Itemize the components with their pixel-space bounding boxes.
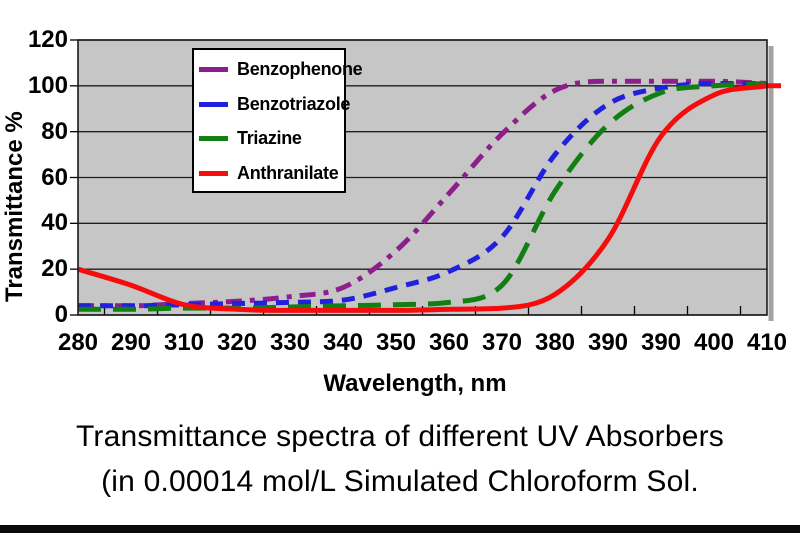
x-tick-label-4: 330	[269, 329, 311, 356]
y-tick-label-40: 40	[41, 209, 68, 237]
caption-line-2: (in 0.00014 mol/L Simulated Chloroform S…	[101, 465, 699, 498]
x-tick-label-13: 410	[746, 329, 788, 356]
series-line-anthranilate	[77, 83, 781, 313]
y-tick-label-0: 0	[54, 301, 68, 328]
x-tick-label-2: 310	[163, 329, 205, 356]
bottom-border-rule	[0, 525, 800, 533]
y-tick-label-20: 20	[41, 255, 68, 283]
legend-label-benzotriazole: Benzotriazole	[237, 93, 351, 114]
chart-legend: Benzophenone Benzotriazole Triazine Anthran…	[192, 48, 363, 193]
x-tick-label-11: 390	[640, 329, 682, 356]
legend-item-anthranilate: Anthranilate	[199, 156, 344, 191]
chart-caption: Transmittance spectra of different UV Ab…	[0, 414, 800, 504]
y-tick-label-80: 80	[41, 117, 68, 145]
legend-swatch-anthranilate	[199, 171, 228, 177]
legend-item-benzotriazole: Benzotriazole	[199, 87, 350, 122]
x-tick-label-1: 290	[110, 329, 152, 356]
x-tick-label-6: 350	[375, 329, 417, 356]
y-tick-label-120: 120	[27, 26, 68, 53]
legend-label-benzophenone: Benzophenone	[237, 58, 363, 79]
caption-line-1: Transmittance spectra of different UV Ab…	[75, 420, 725, 453]
x-tick-label-0: 280	[57, 329, 99, 356]
legend-label-anthranilate: Anthranilate	[237, 163, 339, 184]
legend-swatch-benzotriazole	[199, 101, 228, 107]
x-tick-label-9: 380	[534, 329, 576, 356]
x-tick-label-5: 340	[322, 329, 364, 356]
x-tick-label-12: 400	[693, 329, 735, 356]
x-tick-label-10: 390	[587, 329, 629, 356]
plot-border	[77, 39, 768, 316]
x-tick-label-8: 370	[481, 329, 523, 356]
x-tick-label-7: 360	[428, 329, 470, 356]
legend-swatch-benzophenone	[199, 66, 228, 72]
y-tick-label-60: 60	[41, 163, 68, 191]
y-tick-label-100: 100	[27, 71, 68, 99]
x-tick-label-3: 320	[216, 329, 258, 356]
x-axis-title: Wavelength, nm	[323, 370, 507, 397]
legend-item-benzophenone: Benzophenone	[199, 52, 363, 87]
legend-label-triazine: Triazine	[237, 128, 302, 149]
legend-swatch-triazine	[199, 136, 228, 142]
plot-area-shadow	[768, 46, 774, 321]
legend-item-triazine: Triazine	[199, 122, 344, 157]
